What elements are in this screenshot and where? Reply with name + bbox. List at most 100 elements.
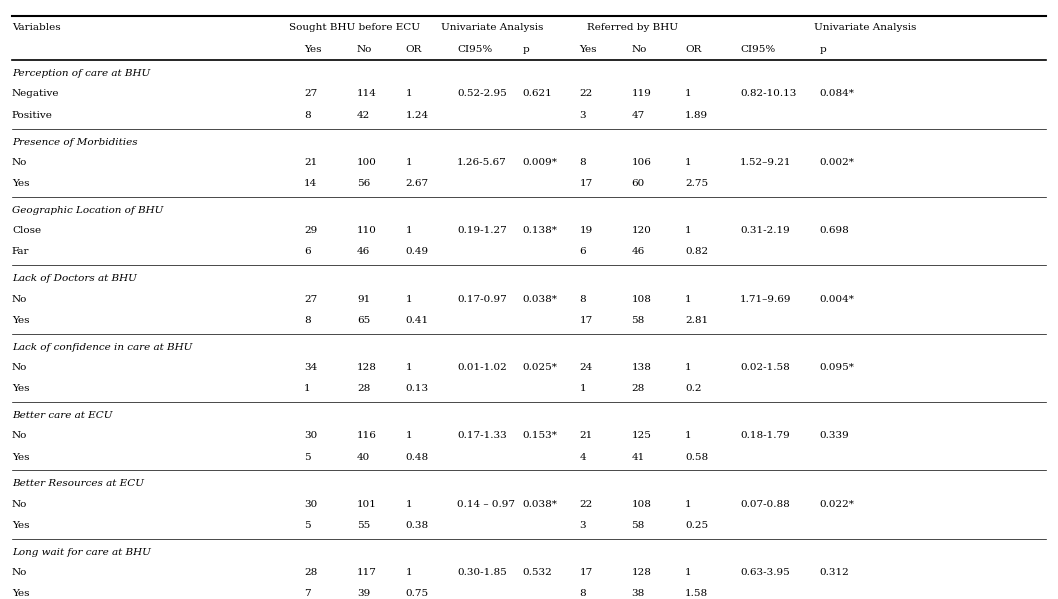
Text: 29: 29	[305, 226, 317, 235]
Text: 56: 56	[357, 179, 370, 188]
Text: 0.138*: 0.138*	[523, 226, 558, 235]
Text: 0.02-1.58: 0.02-1.58	[740, 363, 789, 372]
Text: 1.26-5.67: 1.26-5.67	[457, 158, 507, 167]
Text: p: p	[523, 45, 529, 55]
Text: 30: 30	[305, 500, 317, 509]
Text: No: No	[12, 500, 28, 509]
Text: 1: 1	[686, 431, 692, 440]
Text: 0.13: 0.13	[405, 384, 428, 393]
Text: 6: 6	[580, 247, 586, 256]
Text: 1.71–9.69: 1.71–9.69	[740, 295, 791, 304]
Text: 1: 1	[405, 295, 413, 304]
Text: 39: 39	[357, 589, 370, 598]
Text: 22: 22	[580, 89, 592, 98]
Text: 1: 1	[305, 384, 311, 393]
Text: 0.07-0.88: 0.07-0.88	[740, 500, 789, 509]
Text: 128: 128	[632, 568, 652, 577]
Text: 116: 116	[357, 431, 377, 440]
Text: Lack of Doctors at BHU: Lack of Doctors at BHU	[12, 274, 136, 283]
Text: 1: 1	[405, 431, 413, 440]
Text: 1: 1	[580, 384, 586, 393]
Text: 2.81: 2.81	[686, 316, 708, 325]
Text: 106: 106	[632, 158, 652, 167]
Text: 117: 117	[357, 568, 377, 577]
Text: 1: 1	[405, 568, 413, 577]
Text: 1: 1	[686, 568, 692, 577]
Text: 0.82-10.13: 0.82-10.13	[740, 89, 797, 98]
Text: 7: 7	[305, 589, 311, 598]
Text: Lack of confidence in care at BHU: Lack of confidence in care at BHU	[12, 343, 193, 352]
Text: 8: 8	[580, 295, 586, 304]
Text: 27: 27	[305, 295, 317, 304]
Text: 114: 114	[357, 89, 377, 98]
Text: 1.89: 1.89	[686, 111, 708, 120]
Text: No: No	[357, 45, 372, 55]
Text: 0.009*: 0.009*	[523, 158, 558, 167]
Text: 0.18-1.79: 0.18-1.79	[740, 431, 789, 440]
Text: 1.52–9.21: 1.52–9.21	[740, 158, 791, 167]
Text: 4: 4	[580, 453, 586, 462]
Text: 47: 47	[632, 111, 644, 120]
Text: 1: 1	[686, 500, 692, 509]
Text: 0.41: 0.41	[405, 316, 428, 325]
Text: 27: 27	[305, 89, 317, 98]
Text: Yes: Yes	[305, 45, 322, 55]
Text: 0.82: 0.82	[686, 247, 708, 256]
Text: 8: 8	[305, 316, 311, 325]
Text: 0.153*: 0.153*	[523, 431, 558, 440]
Text: Variables: Variables	[12, 23, 60, 32]
Text: 125: 125	[632, 431, 652, 440]
Text: 0.52-2.95: 0.52-2.95	[457, 89, 507, 98]
Text: 0.312: 0.312	[819, 568, 849, 577]
Text: 8: 8	[580, 589, 586, 598]
Text: 0.621: 0.621	[523, 89, 552, 98]
Text: No: No	[12, 295, 28, 304]
Text: 0.084*: 0.084*	[819, 89, 854, 98]
Text: 0.19-1.27: 0.19-1.27	[457, 226, 507, 235]
Text: Referred by BHU: Referred by BHU	[587, 23, 678, 32]
Text: 34: 34	[305, 363, 317, 372]
Text: 0.17-0.97: 0.17-0.97	[457, 295, 507, 304]
Text: 30: 30	[305, 431, 317, 440]
Text: 2.67: 2.67	[405, 179, 428, 188]
Text: 28: 28	[305, 568, 317, 577]
Text: 17: 17	[580, 568, 592, 577]
Text: 0.17-1.33: 0.17-1.33	[457, 431, 507, 440]
Text: Long wait for care at BHU: Long wait for care at BHU	[12, 548, 151, 557]
Text: 138: 138	[632, 363, 652, 372]
Text: 0.2: 0.2	[686, 384, 701, 393]
Text: 41: 41	[632, 453, 644, 462]
Text: 46: 46	[357, 247, 370, 256]
Text: 108: 108	[632, 295, 652, 304]
Text: 8: 8	[305, 111, 311, 120]
Text: Negative: Negative	[12, 89, 59, 98]
Text: No: No	[12, 363, 28, 372]
Text: Better care at ECU: Better care at ECU	[12, 411, 112, 420]
Text: 0.31-2.19: 0.31-2.19	[740, 226, 789, 235]
Text: Yes: Yes	[12, 384, 30, 393]
Text: 1: 1	[405, 158, 413, 167]
Text: 0.14 – 0.97: 0.14 – 0.97	[457, 500, 515, 509]
Text: Geographic Location of BHU: Geographic Location of BHU	[12, 206, 163, 215]
Text: OR: OR	[405, 45, 422, 55]
Text: 0.38: 0.38	[405, 521, 428, 530]
Text: 21: 21	[305, 158, 317, 167]
Text: 1: 1	[405, 500, 413, 509]
Text: No: No	[12, 568, 28, 577]
Text: Presence of Morbidities: Presence of Morbidities	[12, 138, 138, 147]
Text: 1: 1	[686, 89, 692, 98]
Text: 58: 58	[632, 521, 644, 530]
Text: 14: 14	[305, 179, 317, 188]
Text: 0.038*: 0.038*	[523, 295, 558, 304]
Text: 6: 6	[305, 247, 311, 256]
Text: Perception of care at BHU: Perception of care at BHU	[12, 69, 150, 78]
Text: 46: 46	[632, 247, 644, 256]
Text: 21: 21	[580, 431, 592, 440]
Text: 0.63-3.95: 0.63-3.95	[740, 568, 789, 577]
Text: 17: 17	[580, 316, 592, 325]
Text: 0.002*: 0.002*	[819, 158, 854, 167]
Text: 91: 91	[357, 295, 370, 304]
Text: 0.48: 0.48	[405, 453, 428, 462]
Text: 128: 128	[357, 363, 377, 372]
Text: 1: 1	[405, 89, 413, 98]
